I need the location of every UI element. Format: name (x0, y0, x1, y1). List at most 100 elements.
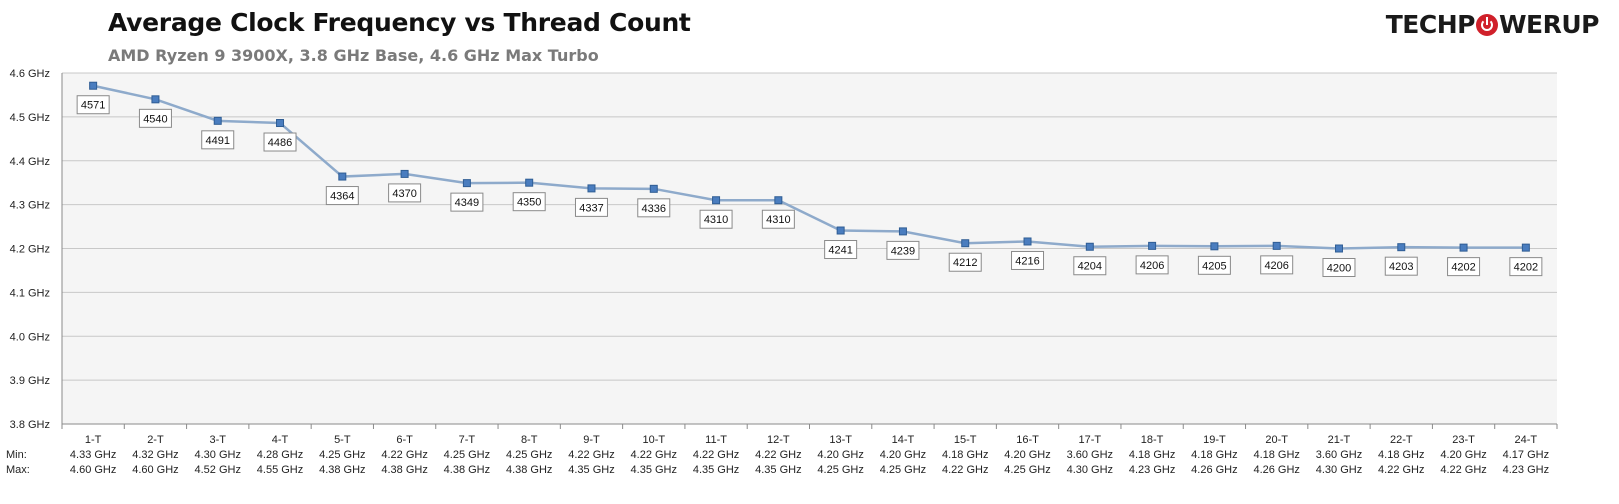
min-value-label: 4.32 GHz (132, 449, 178, 461)
x-tick-label: 14-T (892, 434, 915, 446)
min-value-label: 4.18 GHz (942, 449, 988, 461)
x-tick-label: 13-T (829, 434, 852, 446)
data-label: 4571 (81, 100, 105, 112)
max-value-label: 4.26 GHz (1191, 464, 1237, 476)
data-label-box (1073, 256, 1107, 276)
data-label-box (1384, 256, 1418, 276)
min-value-label: 4.18 GHz (1378, 449, 1424, 461)
min-value-label: 4.33 GHz (70, 449, 116, 461)
data-label-box (512, 192, 546, 212)
data-label: 4350 (517, 197, 541, 209)
data-point (1272, 241, 1281, 250)
x-tick-label: 17-T (1079, 434, 1102, 446)
min-value-label: 3.60 GHz (1067, 449, 1113, 461)
data-label: 4337 (579, 202, 603, 214)
y-tick-label: 4.4 GHz (10, 156, 50, 168)
min-value-label: 4.20 GHz (880, 449, 926, 461)
data-label: 4200 (1327, 263, 1351, 275)
data-label: 4202 (1514, 262, 1538, 274)
data-point (898, 227, 907, 236)
data-label: 4310 (704, 214, 728, 226)
data-point (1334, 244, 1343, 253)
data-label: 4370 (392, 188, 416, 200)
data-label-box (325, 186, 359, 206)
x-tick-label: 2-T (147, 434, 164, 446)
x-tick-label: 16-T (1016, 434, 1039, 446)
data-label: 4241 (828, 245, 852, 257)
min-value-label: 4.18 GHz (1129, 449, 1175, 461)
min-value-label: 4.22 GHz (693, 449, 739, 461)
data-label: 4364 (330, 191, 354, 203)
y-tick-label: 3.8 GHz (10, 419, 50, 431)
data-label: 4486 (268, 137, 292, 149)
logo-text-left: TECHP (1385, 10, 1476, 39)
max-value-label: 4.25 GHz (1004, 464, 1050, 476)
data-point (400, 169, 409, 178)
x-tick-label: 22-T (1390, 434, 1413, 446)
max-value-label: 4.35 GHz (693, 464, 739, 476)
max-value-label: 4.38 GHz (444, 464, 490, 476)
max-value-label: 4.55 GHz (257, 464, 303, 476)
logo-text-right: WERUP (1498, 10, 1600, 39)
data-label: 4239 (891, 245, 915, 257)
data-point (338, 172, 347, 181)
min-value-label: 4.25 GHz (319, 449, 365, 461)
max-value-label: 4.23 GHz (1503, 464, 1549, 476)
data-point (649, 184, 658, 193)
min-value-label: 4.22 GHz (568, 449, 614, 461)
min-value-label: 4.17 GHz (1503, 449, 1549, 461)
data-label-box (1260, 255, 1294, 275)
x-tick-label: 12-T (767, 434, 790, 446)
data-point (712, 196, 721, 205)
min-value-label: 4.22 GHz (381, 449, 427, 461)
max-value-label: 4.38 GHz (381, 464, 427, 476)
data-label-box (574, 197, 608, 217)
data-label: 4540 (143, 113, 167, 125)
y-tick-label: 4.1 GHz (10, 287, 50, 299)
data-label-box (388, 183, 422, 203)
data-point (89, 81, 98, 90)
data-label: 4206 (1264, 260, 1288, 272)
x-tick-label: 7-T (459, 434, 476, 446)
data-point (525, 178, 534, 187)
data-label: 4349 (455, 197, 479, 209)
data-point (774, 196, 783, 205)
x-tick-label: 3-T (209, 434, 226, 446)
data-point (462, 179, 471, 188)
data-point (1521, 243, 1530, 252)
min-value-label: 3.60 GHz (1316, 449, 1362, 461)
data-label-box (824, 240, 858, 260)
data-label: 4336 (642, 203, 666, 215)
min-value-label: 4.20 GHz (817, 449, 863, 461)
min-row-label: Min: (6, 449, 27, 461)
data-label-box (1509, 257, 1543, 277)
data-label-box (699, 209, 733, 229)
min-value-label: 4.18 GHz (1253, 449, 1299, 461)
min-value-label: 4.22 GHz (755, 449, 801, 461)
data-label: 4206 (1140, 260, 1164, 272)
x-tick-label: 24-T (1515, 434, 1538, 446)
data-label-box (761, 209, 795, 229)
y-tick-label: 4.3 GHz (10, 200, 50, 212)
x-tick-label: 23-T (1452, 434, 1475, 446)
x-tick-label: 8-T (521, 434, 538, 446)
data-label: 4310 (766, 214, 790, 226)
x-tick-label: 1-T (85, 434, 102, 446)
data-point (276, 119, 285, 128)
x-tick-label: 11-T (705, 434, 727, 446)
max-value-label: 4.60 GHz (70, 464, 116, 476)
max-value-label: 4.22 GHz (1440, 464, 1486, 476)
y-tick-label: 4.6 GHz (10, 68, 50, 80)
data-label: 4202 (1451, 262, 1475, 274)
max-value-label: 4.52 GHz (194, 464, 240, 476)
series-line (92, 84, 1526, 250)
max-value-label: 4.35 GHz (631, 464, 677, 476)
y-tick-label: 4.2 GHz (10, 244, 50, 256)
min-value-label: 4.22 GHz (631, 449, 677, 461)
max-value-label: 4.38 GHz (319, 464, 365, 476)
data-point (961, 239, 970, 248)
max-value-label: 4.35 GHz (755, 464, 801, 476)
min-value-label: 4.25 GHz (444, 449, 490, 461)
data-point (587, 184, 596, 193)
